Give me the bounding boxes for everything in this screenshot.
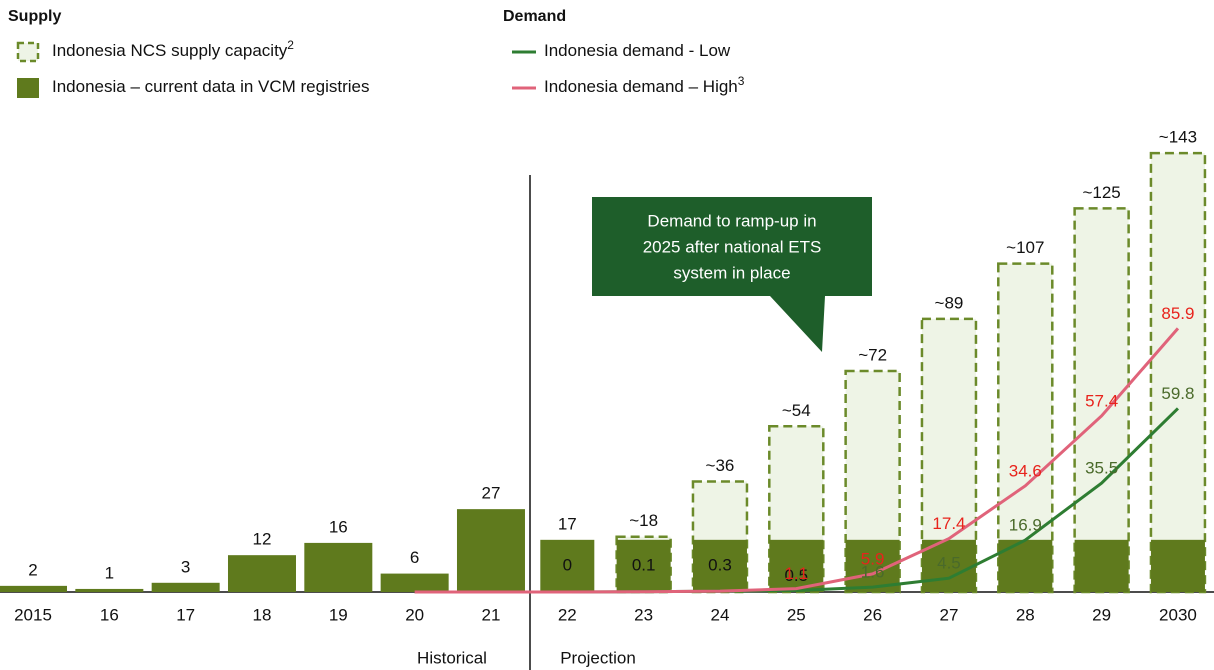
callout-text: system in place <box>673 263 790 282</box>
data-label: 17.4 <box>932 514 965 533</box>
x-tick-label: 17 <box>176 605 195 624</box>
x-tick-label: 26 <box>863 605 882 624</box>
bar <box>304 542 373 592</box>
x-tick-label: 23 <box>634 605 653 624</box>
callout-box <box>592 197 872 352</box>
x-tick-label: 27 <box>939 605 958 624</box>
x-tick-label: 18 <box>253 605 272 624</box>
data-label: 0.5 <box>784 566 808 585</box>
x-tick-label: 20 <box>405 605 424 624</box>
x-tick-label: 22 <box>558 605 577 624</box>
data-label: 0.1 <box>632 555 656 574</box>
bar <box>1074 539 1129 592</box>
x-tick-label: 16 <box>100 605 119 624</box>
legend-text: Indonesia – current data in VCM registri… <box>52 77 370 96</box>
data-label: 2 <box>28 560 37 579</box>
bar <box>1150 539 1205 592</box>
legend-superscript: 3 <box>738 74 745 88</box>
data-label: ~143 <box>1159 128 1197 147</box>
bar <box>540 539 595 592</box>
legend-label: Indonesia NCS supply capacity2 <box>52 38 294 60</box>
data-label: 5.9 <box>861 549 885 568</box>
data-label: ~72 <box>858 346 887 365</box>
data-label: 57.4 <box>1085 391 1118 410</box>
data-label: 0 <box>563 555 572 574</box>
data-label: 27 <box>482 484 501 503</box>
bar <box>998 539 1053 592</box>
bar <box>0 585 67 592</box>
data-label: ~36 <box>706 456 735 475</box>
legend-heading: Demand <box>503 8 566 25</box>
bar <box>616 539 671 592</box>
data-label: 6 <box>410 548 419 567</box>
legend-swatch <box>16 41 40 63</box>
legend-label: Indonesia demand - Low <box>544 41 731 60</box>
data-label: 0.3 <box>708 555 732 574</box>
data-label: ~107 <box>1006 238 1044 257</box>
x-tick-label: 29 <box>1092 605 1111 624</box>
legend-superscript: 2 <box>287 38 294 52</box>
legend-swatch <box>17 78 39 98</box>
data-label: ~54 <box>782 401 811 420</box>
period-label: Projection <box>560 648 636 667</box>
period-label: Historical <box>417 648 487 667</box>
legend-text: Indonesia demand – High <box>544 77 738 96</box>
data-label: ~125 <box>1082 183 1120 202</box>
legend-label: Indonesia – current data in VCM registri… <box>52 77 370 96</box>
capacity-bar <box>997 262 1054 594</box>
data-label: ~18 <box>629 511 658 530</box>
x-tick-label: 2015 <box>14 605 52 624</box>
data-label: 1 <box>105 563 114 582</box>
data-label: ~89 <box>935 293 964 312</box>
bar <box>692 539 747 592</box>
x-tick-label: 2030 <box>1159 605 1197 624</box>
data-label: 16 <box>329 517 348 536</box>
data-label: 3 <box>181 557 190 576</box>
x-tick-label: 21 <box>482 605 501 624</box>
bar <box>227 555 296 592</box>
callout-text: 2025 after national ETS <box>643 237 822 256</box>
data-label: 12 <box>253 530 272 549</box>
bar <box>380 573 449 592</box>
data-label: 34.6 <box>1009 461 1042 480</box>
line <box>414 327 1180 594</box>
data-label: 85.9 <box>1161 304 1194 323</box>
x-tick-label: 19 <box>329 605 348 624</box>
x-tick-label: 24 <box>711 605 730 624</box>
bar <box>456 509 525 592</box>
data-label: 35.5 <box>1085 459 1118 478</box>
legend-heading: Supply <box>8 8 61 25</box>
data-label: 4.5 <box>937 554 961 573</box>
callout-text: Demand to ramp-up in <box>647 211 816 230</box>
legend-text: Indonesia demand - Low <box>544 41 731 60</box>
bar <box>75 588 144 592</box>
data-label: 16.9 <box>1009 516 1042 535</box>
data-label: 1.6 <box>861 563 885 582</box>
data-label: 59.8 <box>1161 384 1194 403</box>
bar <box>769 539 824 592</box>
x-tick-label: 28 <box>1016 605 1035 624</box>
x-tick-label: 25 <box>787 605 806 624</box>
data-label: 1.1 <box>784 564 808 583</box>
data-label: 17 <box>558 514 577 533</box>
legend-label: Indonesia demand – High3 <box>544 74 745 96</box>
bar <box>151 582 220 592</box>
capacity-bar <box>1149 151 1207 594</box>
legend-text: Indonesia NCS supply capacity <box>52 41 288 60</box>
